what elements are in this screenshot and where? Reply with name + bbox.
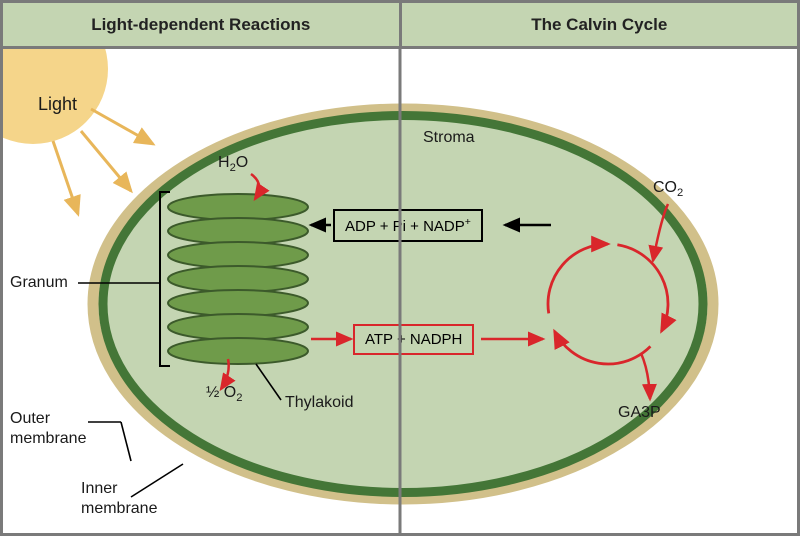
ga3p-label: GA3P — [618, 404, 661, 422]
thylakoid-label: Thylakoid — [285, 394, 353, 412]
header-right: The Calvin Cycle — [402, 3, 798, 46]
thylakoid-disc — [168, 338, 308, 364]
outer-membrane-label: Outermembrane — [10, 409, 86, 449]
thylakoid-disc — [168, 194, 308, 220]
vertical-divider — [399, 49, 402, 533]
thylakoid-disc — [168, 242, 308, 268]
co2-label: CO2 — [653, 179, 683, 199]
adp-box: ADP + Pi + NADP+ — [333, 209, 483, 242]
thylakoid-disc — [168, 314, 308, 340]
light-label: Light — [38, 94, 77, 115]
sun-ray — [91, 109, 153, 144]
thylakoid-disc — [168, 266, 308, 292]
sun-ray — [53, 141, 78, 214]
diagram-area: Light Stroma H2O CO2 ½ O2 GA3P Granum Ou… — [3, 49, 797, 533]
atp-box: ATP + NADPH — [353, 324, 474, 355]
h2o-label: H2O — [218, 154, 248, 174]
inner-membrane-label: Innermembrane — [81, 479, 157, 519]
sun-ray — [81, 131, 131, 191]
granum-label: Granum — [10, 274, 68, 292]
diagram-container: Light-dependent Reactions The Calvin Cyc… — [0, 0, 800, 536]
header-row: Light-dependent Reactions The Calvin Cyc… — [3, 3, 797, 49]
stroma-label: Stroma — [423, 129, 475, 147]
outer-membrane-pointer — [121, 422, 131, 461]
header-left: Light-dependent Reactions — [3, 3, 402, 46]
thylakoid-disc — [168, 218, 308, 244]
thylakoid-disc — [168, 290, 308, 316]
half-o2-label: ½ O2 — [206, 384, 242, 404]
